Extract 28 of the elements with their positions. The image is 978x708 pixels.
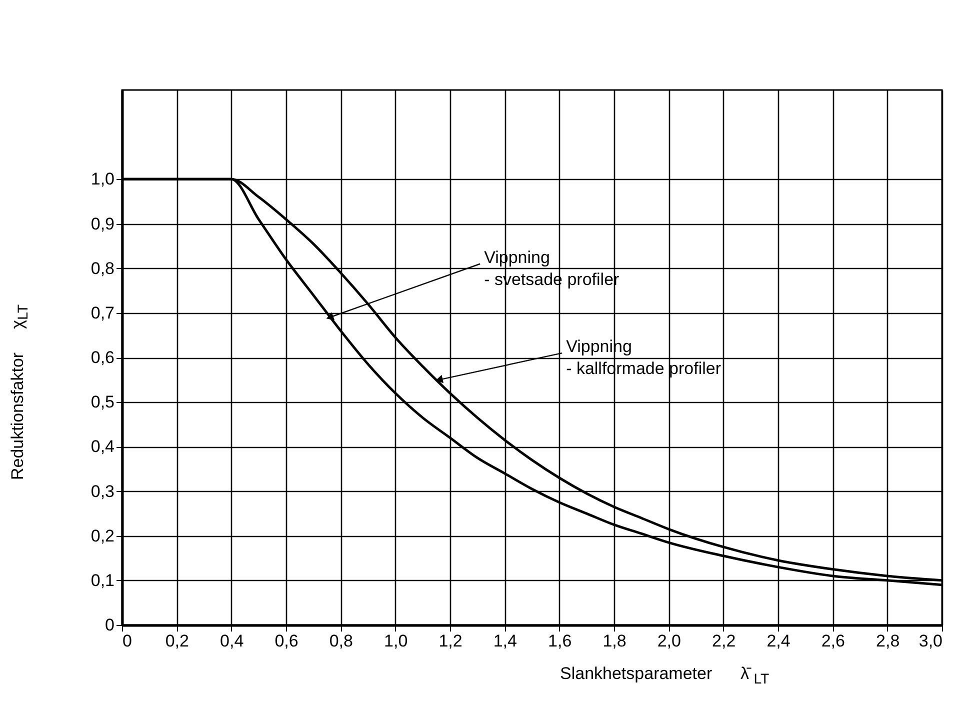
x-tick-label: 1,6: [548, 632, 572, 650]
x-tick-label: 2,8: [876, 632, 900, 650]
x-tick-label: 1,4: [493, 632, 517, 650]
x-tick-label: 0: [122, 632, 132, 650]
x-tick-label: 2,4: [766, 632, 790, 650]
x-tick-label: 0,2: [165, 632, 189, 650]
y-tick-label: 0,5: [90, 392, 114, 412]
x-tick-label: 2,0: [657, 632, 681, 650]
x-tick-label: 2,6: [821, 632, 845, 650]
y-tick-label: 0,7: [90, 303, 114, 322]
y-tick-label: 0,3: [90, 482, 114, 501]
x-axis-title: Slankhetsparameter λ̄ $_{LT}$: [560, 664, 770, 688]
y-tick-label: 0,4: [90, 437, 114, 456]
x-tick-label: 1,0: [384, 632, 408, 650]
y-tick-label: 0,6: [90, 348, 114, 367]
y-tick-label: 0,2: [90, 526, 114, 546]
x-tick-label: 1,2: [438, 632, 462, 650]
x-tick-label: 3,0: [918, 632, 942, 650]
x-tick-label: 0,4: [220, 632, 244, 650]
x-tick-label: 2,2: [712, 632, 736, 650]
y-tick-label: 1,0: [90, 170, 114, 189]
x-tick-label: 0,8: [329, 632, 353, 650]
y-tick-label: 0,9: [90, 214, 114, 234]
y-tick-label: 0: [105, 616, 114, 634]
x-tick-label: 0,6: [274, 632, 298, 650]
y-tick-label: 0,8: [90, 258, 114, 278]
x-tick-label: 1,8: [602, 632, 626, 650]
y-tick-label: 0,1: [90, 570, 114, 590]
